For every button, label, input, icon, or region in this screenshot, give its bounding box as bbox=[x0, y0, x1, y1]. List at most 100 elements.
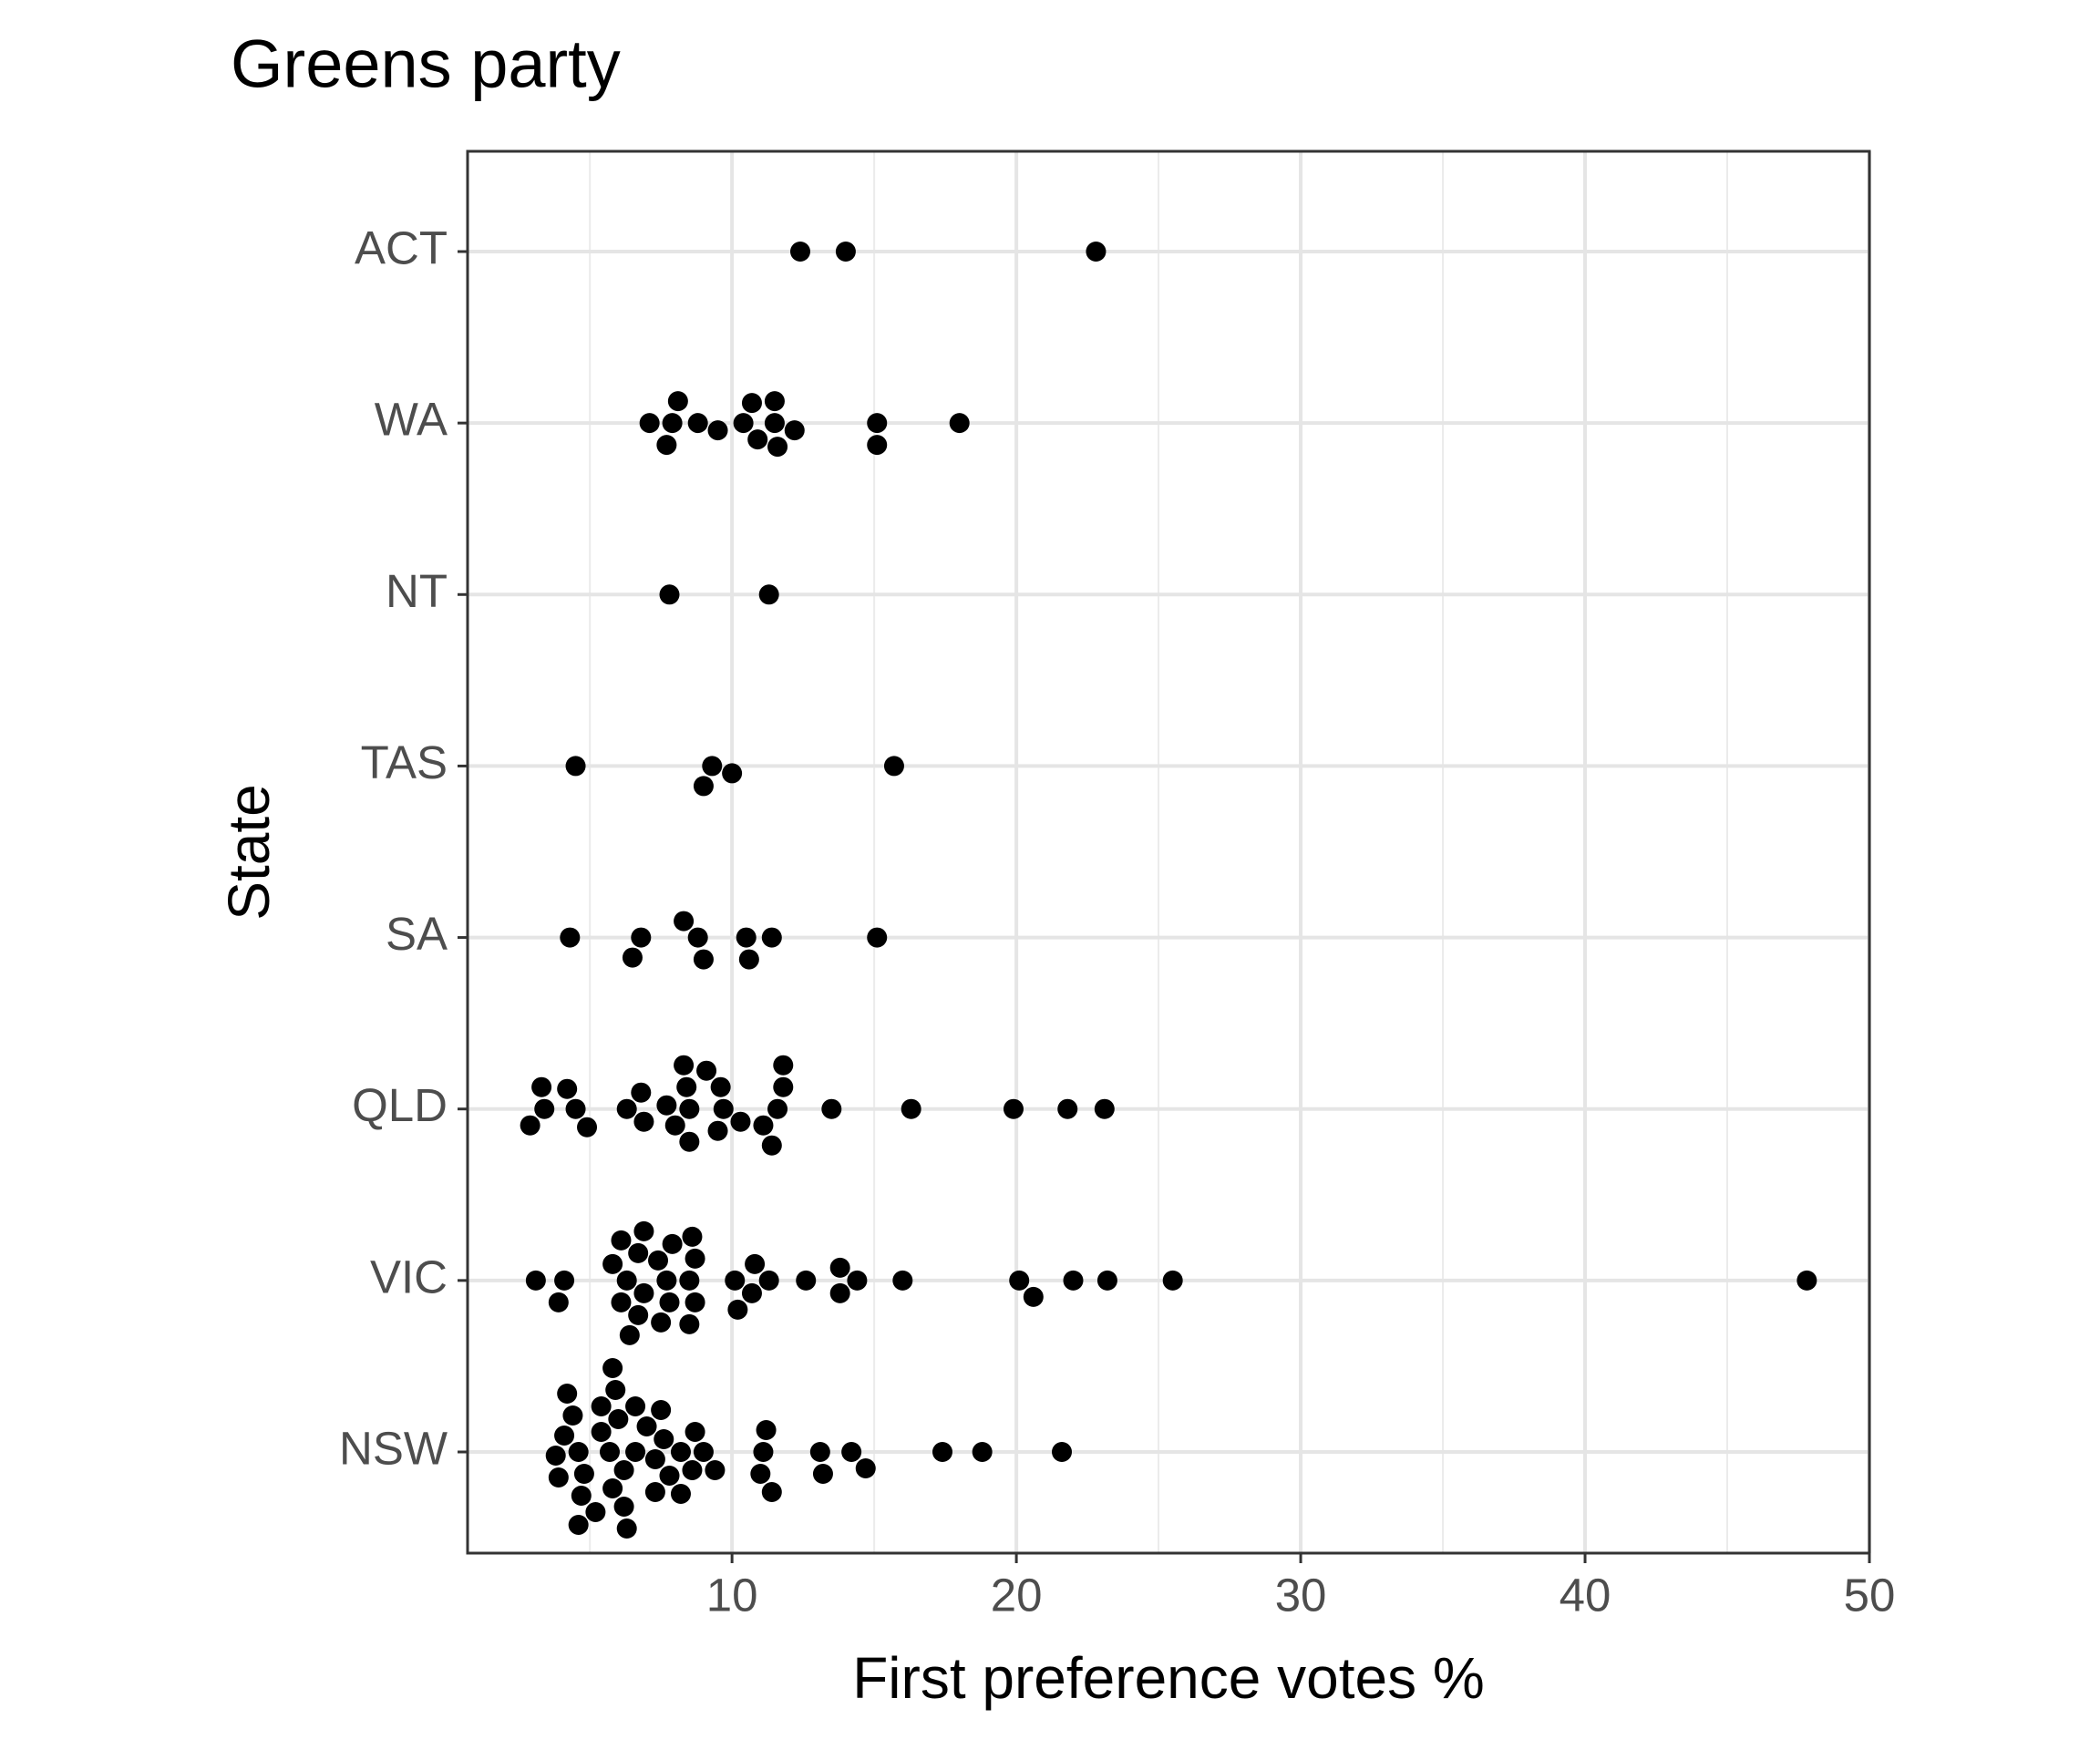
dot bbox=[758, 584, 779, 605]
dot bbox=[750, 1464, 771, 1484]
dot bbox=[741, 393, 762, 414]
dot bbox=[633, 1282, 654, 1303]
dot bbox=[611, 1230, 632, 1251]
dot bbox=[557, 1384, 578, 1404]
dot bbox=[687, 927, 708, 948]
dot bbox=[625, 1396, 646, 1416]
dot bbox=[565, 756, 586, 777]
dot bbox=[568, 1515, 589, 1535]
dot bbox=[702, 756, 723, 777]
chart-title: Greens party bbox=[231, 26, 621, 102]
dot bbox=[656, 435, 677, 456]
dot bbox=[773, 1055, 794, 1076]
dot bbox=[560, 927, 581, 948]
y-tick-label: QLD bbox=[352, 1079, 448, 1131]
dot bbox=[633, 1220, 654, 1241]
y-tick-label: NT bbox=[386, 565, 448, 617]
y-tick-label: NSW bbox=[339, 1422, 448, 1474]
dot bbox=[812, 1464, 833, 1484]
dot bbox=[796, 1270, 817, 1291]
dot bbox=[847, 1270, 868, 1291]
dot bbox=[670, 1484, 691, 1504]
dot bbox=[867, 435, 888, 456]
dot bbox=[932, 1442, 952, 1462]
dot bbox=[685, 1292, 705, 1312]
dot bbox=[707, 1120, 728, 1141]
dot bbox=[733, 413, 754, 434]
dot bbox=[841, 1442, 862, 1462]
dot bbox=[674, 911, 695, 932]
dot bbox=[764, 391, 785, 412]
dot bbox=[725, 1270, 746, 1291]
dot bbox=[639, 413, 660, 434]
dot bbox=[670, 1442, 691, 1462]
dot bbox=[644, 1482, 665, 1502]
dot bbox=[548, 1292, 569, 1312]
dot bbox=[707, 420, 728, 441]
dot bbox=[599, 1442, 620, 1462]
dot bbox=[682, 1226, 703, 1247]
y-tick-label: SA bbox=[386, 908, 448, 960]
dot bbox=[554, 1270, 575, 1291]
dot bbox=[682, 1460, 703, 1480]
dot bbox=[773, 1076, 794, 1097]
dot bbox=[631, 1082, 652, 1103]
dot bbox=[602, 1358, 623, 1378]
dot bbox=[722, 763, 743, 784]
dot bbox=[883, 756, 904, 777]
dot bbox=[605, 1380, 626, 1400]
y-tick-label: ACT bbox=[355, 221, 448, 273]
dot bbox=[633, 1111, 654, 1132]
dot bbox=[585, 1502, 606, 1522]
plot-border bbox=[466, 149, 1871, 1555]
y-tick-label: TAS bbox=[361, 736, 448, 788]
dot bbox=[767, 437, 788, 458]
dot bbox=[758, 1270, 779, 1291]
dot bbox=[1057, 1098, 1078, 1119]
dot bbox=[949, 413, 970, 434]
dot bbox=[611, 1292, 632, 1312]
dot bbox=[616, 1270, 637, 1291]
x-axis-title: First preference votes % bbox=[852, 1645, 1485, 1711]
dot bbox=[525, 1270, 546, 1291]
dot bbox=[1052, 1442, 1073, 1462]
dot bbox=[622, 947, 643, 968]
dot bbox=[679, 1270, 700, 1291]
dot bbox=[613, 1497, 634, 1517]
dot bbox=[738, 949, 759, 970]
y-axis-title: State bbox=[216, 784, 282, 920]
dot bbox=[662, 413, 683, 434]
dot bbox=[713, 1098, 734, 1119]
dot bbox=[644, 1449, 665, 1469]
dot bbox=[667, 391, 688, 412]
dot bbox=[619, 1324, 640, 1345]
dot bbox=[829, 1282, 850, 1303]
dot bbox=[705, 1460, 726, 1480]
dot bbox=[764, 413, 785, 434]
dot bbox=[674, 1055, 695, 1076]
dot bbox=[693, 949, 714, 970]
dot bbox=[616, 1098, 637, 1119]
dot bbox=[685, 1422, 705, 1442]
dot bbox=[753, 1442, 774, 1462]
dot bbox=[568, 1442, 589, 1462]
dot bbox=[784, 420, 805, 441]
dot bbox=[901, 1098, 921, 1119]
dot bbox=[571, 1486, 592, 1506]
dot bbox=[664, 1115, 685, 1136]
dot bbox=[659, 584, 680, 605]
dot bbox=[741, 1282, 762, 1303]
dot bbox=[892, 1270, 913, 1291]
dot bbox=[545, 1446, 566, 1466]
dot bbox=[767, 1098, 788, 1119]
dot bbox=[562, 1405, 583, 1426]
dot bbox=[736, 927, 757, 948]
dot bbox=[1796, 1270, 1817, 1291]
dot bbox=[1094, 1098, 1115, 1119]
dot bbox=[753, 1115, 774, 1136]
dot bbox=[1086, 242, 1107, 262]
dot bbox=[573, 1464, 594, 1484]
dot bbox=[602, 1478, 623, 1498]
dot bbox=[693, 1442, 714, 1462]
